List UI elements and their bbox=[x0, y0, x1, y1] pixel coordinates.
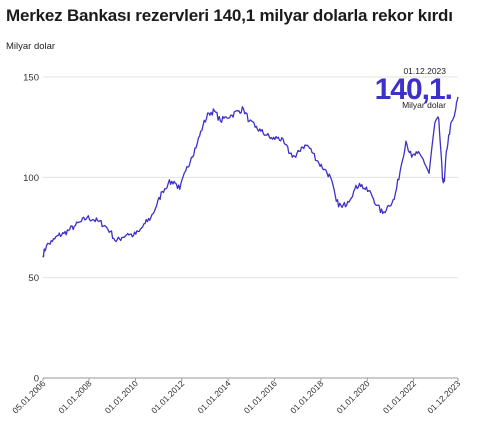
x-tick-labels: 05.01.2006 01.01.2008 01.01.2010 01.01.2012… bbox=[10, 378, 463, 415]
x-tick-label: 05.01.2006 bbox=[10, 378, 47, 415]
chart-title: Merkez Bankası rezervleri 140,1 milyar d… bbox=[6, 6, 453, 25]
annotation-unit: Milyar dolar bbox=[402, 100, 446, 110]
annotation-date: 01.12.2023 bbox=[403, 66, 446, 76]
y-tick-label: 0 bbox=[34, 374, 39, 385]
x-tick-label: 01.01.2008 bbox=[56, 378, 93, 415]
x-tick-label: 01.01.2010 bbox=[103, 378, 140, 415]
latest-value-annotation: 01.12.2023 140,1. Milyar dolar bbox=[375, 66, 453, 110]
y-tick-label: 100 bbox=[23, 173, 39, 184]
x-tick-label: 01.12.2023 bbox=[425, 378, 462, 415]
grid-lines bbox=[43, 76, 458, 279]
y-axis-unit-label: Milyar dolar bbox=[6, 41, 56, 52]
x-tick-label: 01.01.2016 bbox=[242, 378, 279, 415]
x-tick-label: 01.01.2018 bbox=[288, 378, 325, 415]
x-tick-label: 01.01.2014 bbox=[195, 378, 232, 415]
x-tick-label: 01.01.2020 bbox=[335, 378, 372, 415]
x-tick-label: 01.01.2012 bbox=[149, 378, 186, 415]
y-tick-labels: 0 50 100 150 bbox=[23, 73, 39, 385]
y-tick-label: 150 bbox=[23, 73, 39, 84]
annotation-value: 140,1. bbox=[375, 73, 452, 106]
reserves-series-line bbox=[42, 96, 459, 258]
x-tick-label: 01.01.2022 bbox=[381, 378, 418, 415]
y-tick-label: 50 bbox=[28, 273, 39, 284]
